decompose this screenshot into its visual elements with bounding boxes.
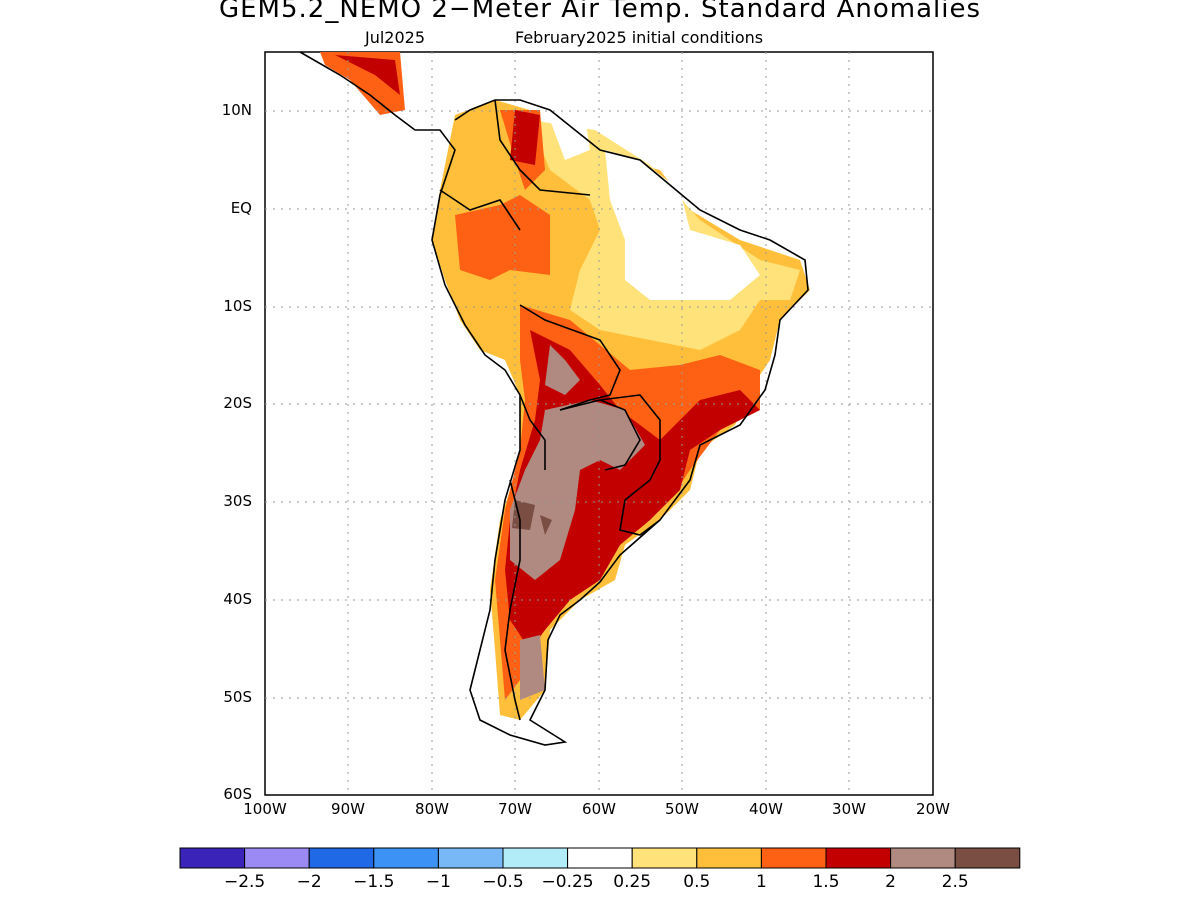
lon-label: 60W xyxy=(582,800,616,818)
lat-label: 10N xyxy=(221,101,252,119)
colorbar-swatch xyxy=(502,847,569,869)
colorbar-label: 0.25 xyxy=(613,872,652,892)
colorbar-swatch xyxy=(244,847,310,869)
init-conditions: February2025 initial conditions xyxy=(515,28,764,47)
lon-label: 20W xyxy=(916,800,950,818)
colorbar-swatch xyxy=(631,847,698,869)
colorbar-swatch xyxy=(825,847,892,869)
colorbar-label: −2.5 xyxy=(223,872,266,892)
lon-label: 90W xyxy=(331,800,365,818)
colorbar-swatch xyxy=(954,847,1021,869)
colorbar-swatch xyxy=(308,847,375,869)
lon-label: 40W xyxy=(749,800,783,818)
lat-label: 50S xyxy=(223,688,252,706)
colorbar-swatch xyxy=(179,847,246,869)
colorbar-swatch xyxy=(890,847,956,869)
coastlines xyxy=(299,51,809,746)
colorbar-label: 1 xyxy=(755,872,767,892)
colorbar-swatch xyxy=(696,847,762,869)
colorbar xyxy=(179,847,1021,869)
lon-label: 30W xyxy=(832,800,866,818)
colorbar-swatch xyxy=(373,847,439,869)
colorbar-label: 2.5 xyxy=(941,872,969,892)
colorbar-label: 0.5 xyxy=(683,872,711,892)
lat-label: 10S xyxy=(223,297,252,315)
map-title: GEM5.2_NEMO 2−Meter Air Temp. Standard A… xyxy=(218,0,982,24)
valid-month: Jul2025 xyxy=(365,28,426,47)
colorbar-label: −1 xyxy=(425,872,451,892)
colorbar-label: 1.5 xyxy=(812,872,840,892)
lat-label: 60S xyxy=(223,785,252,803)
lon-label: 70W xyxy=(498,800,532,818)
colorbar-swatch xyxy=(567,847,633,869)
colorbar-label: 2 xyxy=(885,872,896,892)
colorbar-swatch xyxy=(760,847,827,869)
lat-label: EQ xyxy=(230,199,252,217)
colorbar-label: −2 xyxy=(296,872,322,892)
lon-label: 80W xyxy=(415,800,449,818)
colorbar-label: −1.5 xyxy=(353,872,395,892)
colorbar-label: −0.5 xyxy=(482,872,524,892)
lon-label: 50W xyxy=(665,800,699,818)
colorbar-swatch xyxy=(437,847,504,869)
colorbar-label: −0.25 xyxy=(541,872,594,892)
anomaly-shading xyxy=(320,52,810,720)
lat-label: 40S xyxy=(223,590,252,608)
lon-label: 100W xyxy=(243,800,287,818)
lat-label: 20S xyxy=(223,394,252,412)
lat-label: 30S xyxy=(223,492,252,510)
